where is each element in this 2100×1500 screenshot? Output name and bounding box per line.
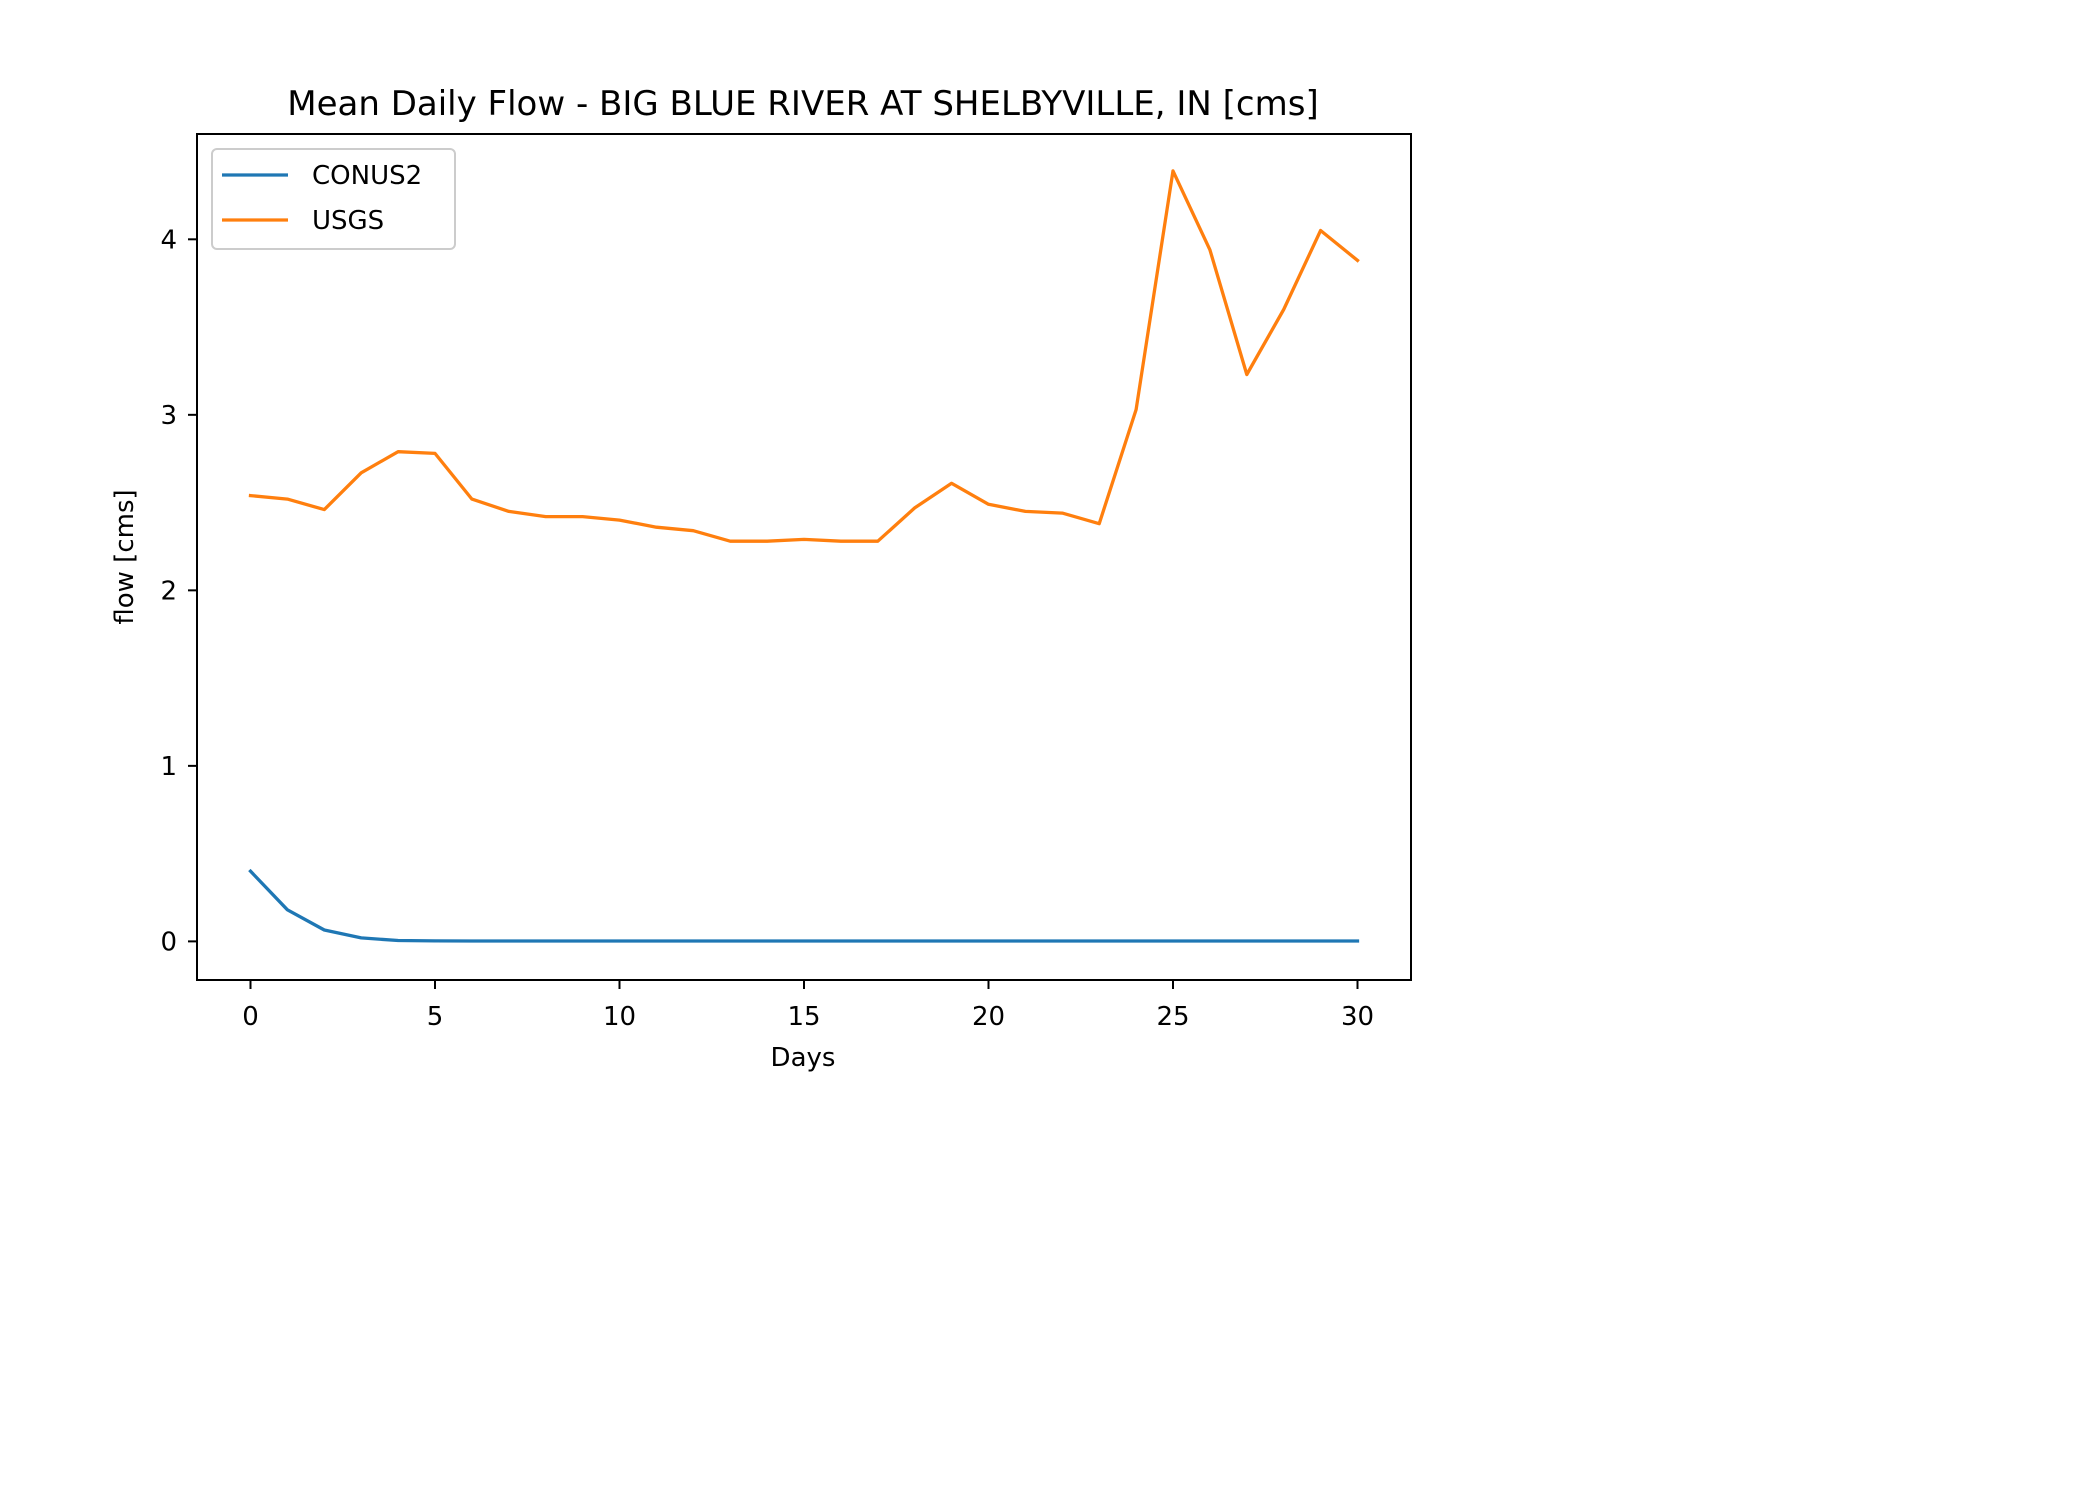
legend: CONUS2 USGS (211, 148, 456, 250)
series-line-usgs (248, 169, 1360, 543)
y-tick-label: 0 (160, 927, 177, 957)
y-tick-label: 4 (160, 225, 177, 255)
y-tick-label: 2 (160, 576, 177, 606)
y-tick-label: 3 (160, 401, 177, 431)
legend-label-usgs: USGS (312, 206, 384, 236)
series-layer (248, 169, 1360, 943)
y-axis-label: flow [cms] (110, 489, 140, 624)
x-axis: 0 5 10 15 20 25 30 (242, 980, 1374, 1032)
chart: Mean Daily Flow - BIG BLUE RIVER AT SHEL… (110, 84, 1412, 1073)
legend-label-conus2: CONUS2 (312, 161, 422, 191)
x-tick-label: 5 (427, 1002, 444, 1032)
plot-area (197, 134, 1411, 980)
y-axis: 0 1 2 3 4 (160, 225, 197, 957)
x-tick-label: 25 (1156, 1002, 1189, 1032)
x-axis-label: Days (771, 1043, 836, 1073)
y-tick-label: 1 (160, 752, 177, 782)
x-tick-label: 15 (787, 1002, 820, 1032)
chart-title: Mean Daily Flow - BIG BLUE RIVER AT SHEL… (287, 84, 1318, 124)
x-tick-label: 0 (242, 1002, 259, 1032)
series-line-conus2 (248, 868, 1360, 943)
x-tick-label: 20 (972, 1002, 1005, 1032)
x-tick-label: 30 (1341, 1002, 1374, 1032)
x-tick-label: 10 (603, 1002, 636, 1032)
